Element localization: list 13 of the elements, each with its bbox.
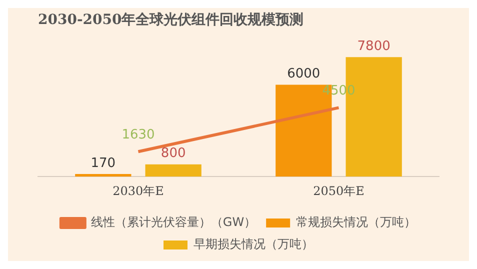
legend-label: 早期损失情况（万吨） <box>194 237 314 252</box>
chart-title: 2030-2050年全球光伏组件回收规模预测 <box>38 12 304 28</box>
data-label: 170 <box>90 156 116 171</box>
legend-label: 线性（累计光伏容量）（GW） <box>90 215 256 230</box>
bar <box>145 164 202 177</box>
data-label: 800 <box>160 146 186 162</box>
legend-label: 常规损失情况（万吨） <box>296 215 416 230</box>
bar <box>75 174 132 177</box>
x-tick-label: 2050年E <box>313 184 364 198</box>
data-label: 1630 <box>122 128 155 143</box>
x-tick-label: 2030年E <box>112 184 164 198</box>
data-label: 7800 <box>357 39 390 54</box>
data-label: 6000 <box>287 66 320 82</box>
